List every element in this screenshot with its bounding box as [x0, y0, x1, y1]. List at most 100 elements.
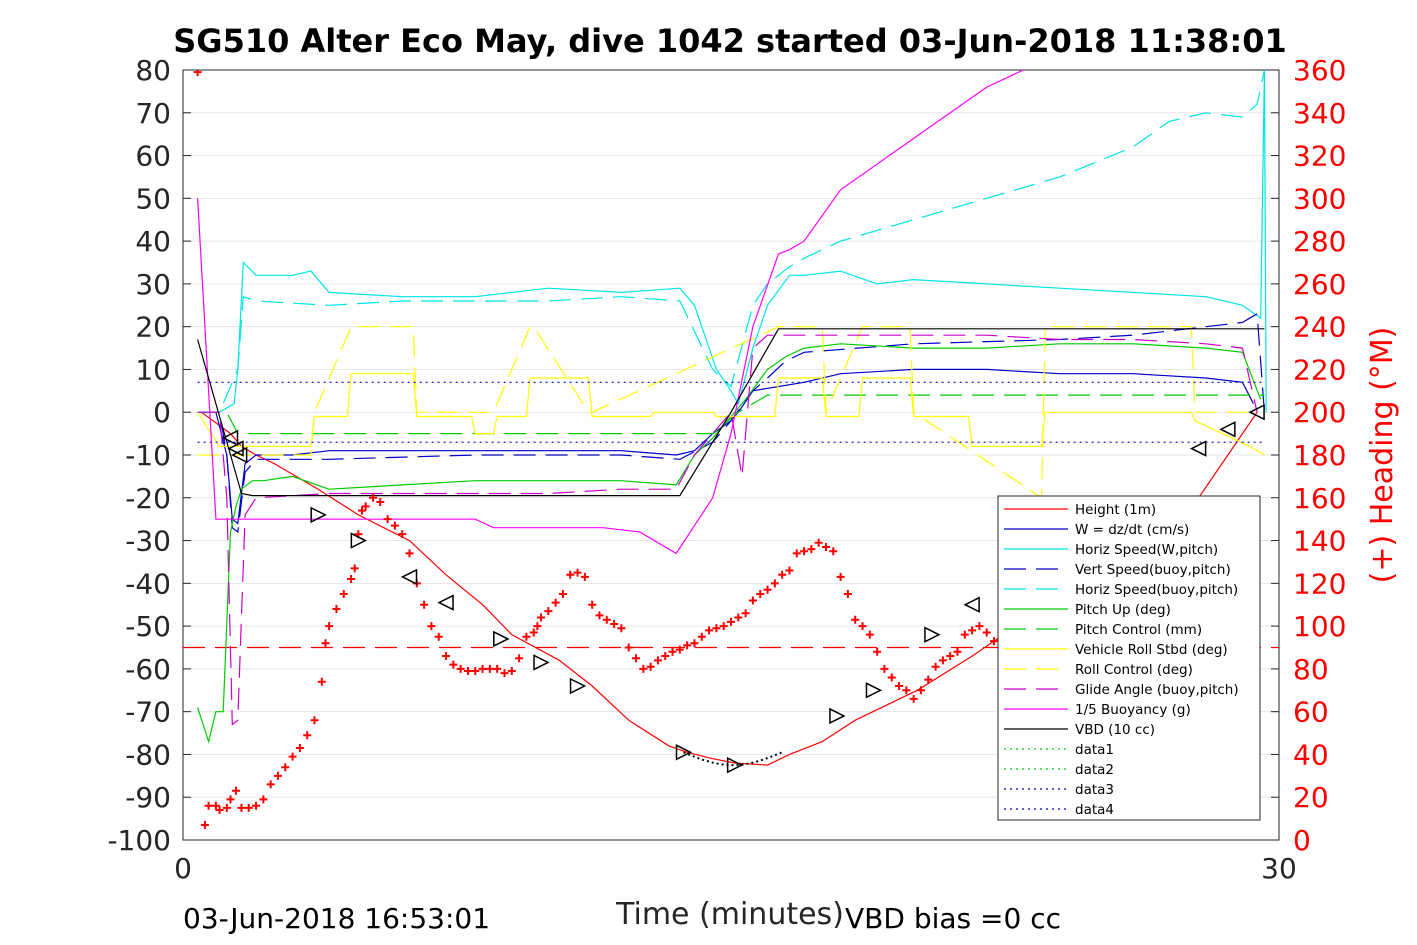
- marker-triangle: [493, 630, 510, 648]
- y-right-tick-label: 320: [1293, 140, 1346, 173]
- y-tick-label: -90: [125, 781, 171, 814]
- heading-point: [368, 493, 377, 502]
- y-tick-label: -60: [125, 653, 171, 686]
- heading-point: [420, 600, 429, 609]
- heading-point: [266, 780, 275, 789]
- y-right-tick-label: 40: [1293, 738, 1329, 771]
- heading-point: [200, 821, 209, 830]
- heading-point: [259, 795, 268, 804]
- heading-point: [873, 647, 882, 656]
- heading-point: [727, 617, 735, 626]
- marker-triangle: [924, 626, 941, 643]
- y-right-tick-label: 180: [1293, 439, 1346, 472]
- y-tick-label: 10: [135, 353, 171, 386]
- heading-point: [602, 615, 611, 624]
- heading-point: [931, 662, 940, 671]
- y-right-tick-label: 200: [1293, 396, 1346, 429]
- heading-point: [690, 639, 699, 648]
- x-tick-label: 0: [174, 852, 192, 885]
- heading-point: [756, 590, 765, 599]
- heading-point: [624, 643, 633, 652]
- y-right-tick-label: 340: [1293, 97, 1346, 130]
- y-tick-label: -100: [107, 824, 171, 857]
- y-right-tick-label: 20: [1293, 781, 1329, 814]
- legend-label: VBD (10 cc): [1075, 722, 1155, 738]
- y-right-tick-label: 160: [1293, 482, 1346, 515]
- y-right-tick-label: 360: [1293, 54, 1346, 87]
- legend-label: Glide Angle (buoy,pitch): [1075, 682, 1239, 698]
- marker-triangle: [230, 446, 248, 464]
- heading-point: [785, 566, 794, 575]
- heading-point: [295, 744, 304, 753]
- marker-triangle: [1219, 421, 1236, 438]
- marker-triangle: [400, 568, 418, 586]
- heading-point: [675, 645, 684, 654]
- y-tick-label: 80: [135, 54, 171, 87]
- legend-label: data2: [1075, 762, 1114, 778]
- y-tick-label: -20: [125, 482, 171, 515]
- chart-title: SG510 Alter Eco May, dive 1042 started 0…: [173, 22, 1286, 60]
- heading-point: [909, 694, 918, 703]
- heading-point: [741, 609, 750, 618]
- y-right-tick-label: 140: [1293, 525, 1346, 558]
- heading-point: [551, 598, 560, 607]
- y-right-tick-label: 280: [1293, 225, 1346, 258]
- heading-series: [193, 70, 1020, 830]
- heading-point: [493, 664, 502, 673]
- y-right-tick-label: 260: [1293, 268, 1346, 301]
- heading-point: [485, 664, 494, 673]
- x-tick-label: 30: [1261, 852, 1297, 885]
- marker-triangle: [865, 682, 883, 699]
- heading-point: [895, 682, 904, 690]
- series-line-3: [197, 312, 1265, 534]
- y-tick-label: 0: [153, 396, 171, 429]
- heading-point: [434, 632, 443, 641]
- series-line-10: [197, 70, 1025, 555]
- heading-point: [211, 801, 220, 810]
- heading-point: [573, 568, 582, 577]
- heading-point: [449, 660, 458, 669]
- marker-triangle: [1248, 404, 1265, 421]
- heading-point: [273, 771, 282, 780]
- legend-label: Pitch Control (mm): [1075, 622, 1202, 638]
- legend: Height (1m) W = dz/dt (cm/s) Horiz Speed(W…: [997, 495, 1261, 821]
- heading-point: [515, 654, 524, 663]
- legend-box: [997, 495, 1261, 821]
- heading-point: [814, 538, 823, 547]
- y-tick-label: -80: [125, 738, 171, 771]
- heading-point: [705, 626, 714, 635]
- heading-point: [321, 639, 330, 648]
- heading-point: [683, 641, 692, 650]
- heading-point: [537, 613, 546, 622]
- heading-point: [215, 806, 224, 815]
- heading-point: [471, 667, 480, 676]
- heading-point: [507, 667, 516, 676]
- y-tick-label: -30: [125, 525, 171, 558]
- heading-point: [317, 677, 326, 686]
- heading-point: [544, 607, 553, 616]
- y-right-tick-label: 60: [1293, 696, 1329, 729]
- legend-label: Horiz Speed(W,pitch): [1075, 542, 1218, 558]
- heading-point: [558, 590, 567, 599]
- heading-point: [222, 803, 231, 812]
- y-axis-left: 80 70 60 50 40 30 20 10 0 -10 -20 -30 -40 -50 -60 -70 -8…: [107, 54, 191, 857]
- y-axis-right: 3603403203002802602402202001801601401201…: [1271, 54, 1346, 857]
- heading-point: [478, 664, 487, 673]
- x-axis-label: Time (minutes): [615, 897, 844, 932]
- heading-point: [887, 673, 896, 682]
- heading-point: [427, 622, 436, 631]
- series-line-5: [197, 343, 1262, 744]
- heading-point: [405, 549, 414, 558]
- heading-point: [632, 654, 641, 663]
- heading-point: [325, 622, 334, 631]
- legend-label: Vehicle Roll Stbd (deg): [1075, 642, 1228, 658]
- heading-point: [821, 542, 830, 551]
- series-line-8: [197, 326, 1250, 499]
- heading-point: [588, 600, 597, 609]
- marker-triangle: [221, 429, 239, 447]
- heading-point: [639, 664, 648, 673]
- marker-triangle: [675, 744, 693, 761]
- series-line-4: [197, 70, 1265, 413]
- y-tick-label: -10: [125, 439, 171, 472]
